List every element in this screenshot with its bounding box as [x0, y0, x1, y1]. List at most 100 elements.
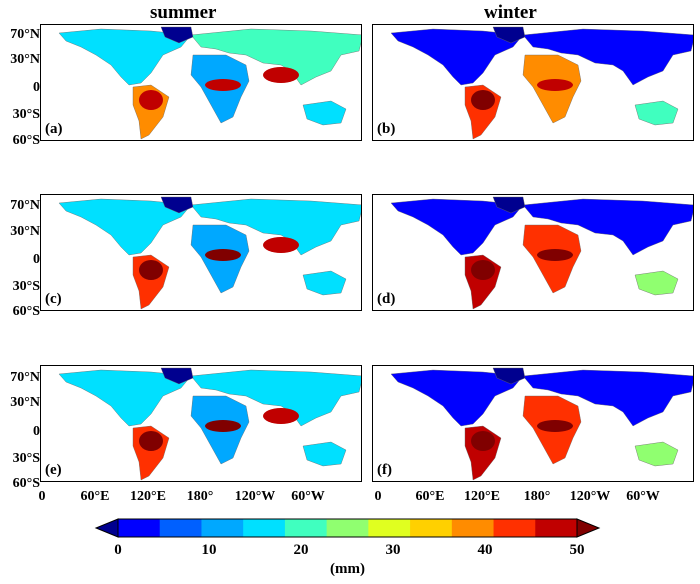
- colorbar-swatch: [201, 519, 244, 537]
- colorbar-tick-label: 50: [569, 542, 585, 558]
- lat-label: 30°N: [10, 52, 40, 67]
- map-svg-a: [58, 26, 361, 140]
- wet-region-africa: [537, 79, 573, 91]
- wet-region-africa: [205, 79, 241, 91]
- landmass-australia: [634, 270, 679, 296]
- map-svg-d: [390, 196, 693, 310]
- wet-region-amazon: [139, 90, 163, 110]
- wet-region-monsoon-asia: [263, 408, 299, 424]
- lon-label: 0: [374, 489, 382, 504]
- lon-label: 180°: [186, 489, 214, 504]
- landmass-australia: [302, 270, 347, 296]
- lon-label: 120°E: [464, 489, 500, 504]
- wet-region-africa: [205, 249, 241, 261]
- colorbar-swatch: [159, 519, 202, 537]
- column-title-summer: summer: [150, 2, 217, 23]
- colorbar-swatch: [118, 519, 161, 537]
- panel-label-f: (f): [377, 462, 392, 478]
- map-panel-d: (d): [372, 194, 694, 311]
- lat-label: 30°S: [12, 107, 40, 122]
- wet-region-africa: [205, 420, 241, 432]
- lon-label: 60°E: [80, 489, 110, 504]
- lon-label: 60°W: [291, 489, 325, 504]
- wet-region-amazon: [139, 260, 163, 280]
- wet-region-monsoon-asia: [263, 237, 299, 253]
- map-panel-a: (a): [40, 24, 362, 141]
- lat-label: 30°N: [10, 224, 40, 239]
- colorbar-tick-label: 40: [477, 542, 493, 558]
- lat-label: 60°S: [12, 304, 40, 319]
- colorbar-swatch: [535, 519, 578, 537]
- colorbar-swatch: [451, 519, 495, 537]
- map-panel-b: (b): [372, 24, 694, 141]
- map-svg-c: [58, 196, 361, 310]
- map-svg-e: [58, 367, 361, 481]
- map-svg-b: [390, 26, 693, 140]
- lat-label: 0: [33, 252, 40, 267]
- colorbar-swatch: [493, 519, 536, 537]
- wet-region-africa: [537, 420, 573, 432]
- colorbar-tick-label: 20: [293, 542, 309, 558]
- landmass-australia: [634, 100, 679, 126]
- lat-label: 70°N: [10, 27, 40, 42]
- panel-label-b: (b): [377, 121, 396, 137]
- column-title-winter: winter: [484, 2, 537, 23]
- lat-label: 70°N: [10, 198, 40, 213]
- colorbar-tick-label: 10: [201, 542, 217, 558]
- landmass-greenland: [160, 26, 194, 44]
- panel-label-a: (a): [45, 121, 63, 137]
- lon-label: 120°W: [569, 489, 611, 504]
- colorbar-swatch: [326, 519, 369, 537]
- landmass-europeAsia: [522, 198, 693, 256]
- lon-label: 180°: [523, 489, 551, 504]
- map-svg-f: [390, 367, 693, 481]
- colorbar-tick-label: 30: [385, 542, 401, 558]
- lat-label: 60°S: [12, 476, 40, 491]
- landmass-australia: [302, 100, 347, 126]
- lat-label: 60°S: [12, 133, 40, 148]
- landmass-greenland: [492, 196, 526, 214]
- colorbar-swatch: [284, 519, 328, 537]
- lon-label: 120°W: [234, 489, 276, 504]
- landmass-europeAsia: [190, 198, 361, 256]
- lon-label: 0: [38, 489, 46, 504]
- lat-label: 30°S: [12, 451, 40, 466]
- colorbar-frame: [117, 518, 578, 538]
- colorbar-swatch: [368, 519, 411, 537]
- wet-region-amazon: [471, 90, 495, 110]
- landmass-australia: [302, 441, 347, 467]
- colorbar-unit-label: (mm): [330, 561, 365, 577]
- lon-label: 60°E: [415, 489, 445, 504]
- landmass-europeAsia: [522, 369, 693, 427]
- colorbar-swatch: [410, 519, 453, 537]
- panel-label-c: (c): [45, 291, 62, 307]
- panel-label-d: (d): [377, 291, 396, 307]
- map-panel-f: (f): [372, 365, 694, 482]
- lat-label: 0: [33, 424, 40, 439]
- panel-label-e: (e): [45, 462, 62, 478]
- wet-region-amazon: [471, 431, 495, 451]
- landmass-europeAsia: [190, 369, 361, 427]
- wet-region-amazon: [139, 431, 163, 451]
- wet-region-monsoon-asia: [263, 67, 299, 83]
- landmass-greenland: [492, 26, 526, 44]
- landmass-greenland: [160, 196, 194, 214]
- landmass-greenland: [160, 367, 194, 385]
- lat-label: 70°N: [10, 370, 40, 385]
- lat-label: 30°N: [10, 395, 40, 410]
- colorbar-swatch: [94, 518, 119, 538]
- landmass-greenland: [492, 367, 526, 385]
- lat-label: 0: [33, 80, 40, 95]
- lat-label: 30°S: [12, 279, 40, 294]
- map-panel-c: (c): [40, 194, 362, 311]
- landmass-australia: [634, 441, 679, 467]
- wet-region-africa: [537, 249, 573, 261]
- colorbar-svg: [94, 518, 601, 538]
- wet-region-amazon: [471, 260, 495, 280]
- map-panel-e: (e): [40, 365, 362, 482]
- colorbar-tick-label: 0: [114, 542, 122, 558]
- colorbar-swatch: [243, 519, 286, 537]
- lon-label: 120°E: [130, 489, 166, 504]
- landmass-europeAsia: [190, 28, 361, 86]
- colorbar-swatch: [576, 518, 601, 538]
